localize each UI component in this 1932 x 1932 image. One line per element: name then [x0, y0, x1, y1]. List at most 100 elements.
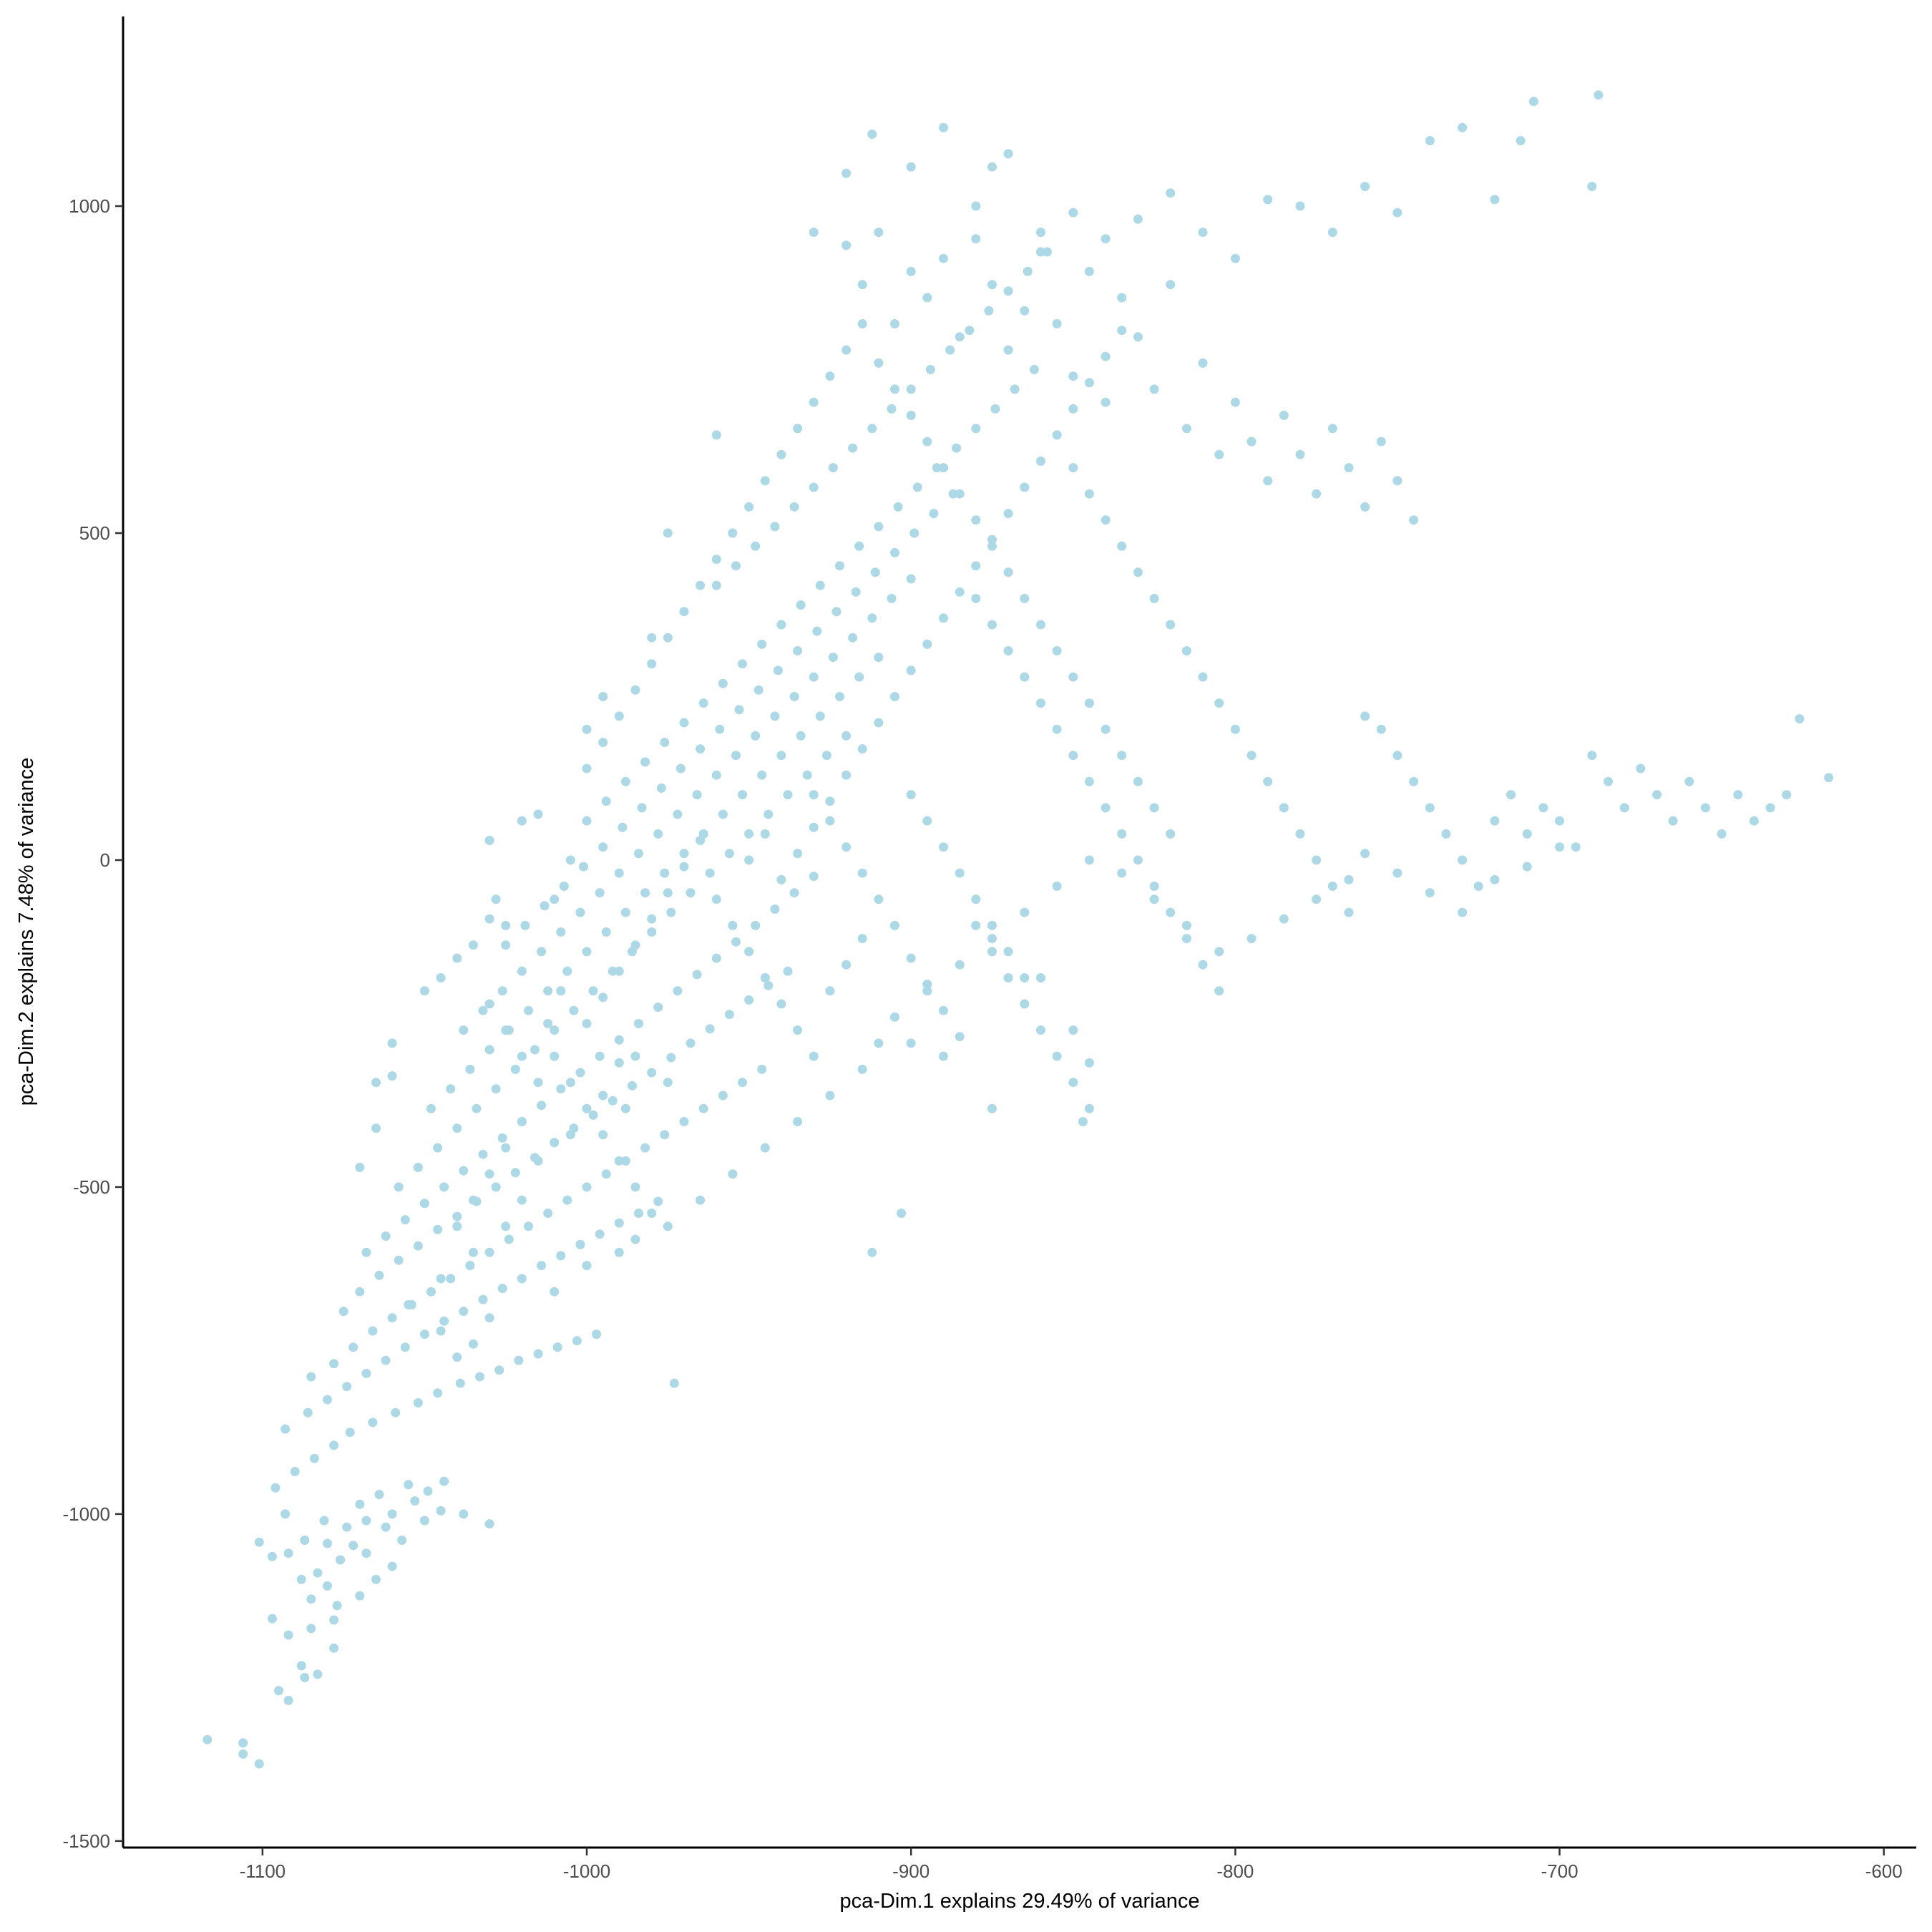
data-point [391, 1407, 401, 1418]
data-point [809, 482, 819, 492]
data-point [751, 920, 761, 930]
data-point [1181, 934, 1191, 944]
data-point [874, 894, 884, 904]
data-point [1409, 776, 1419, 786]
data-point [971, 515, 981, 525]
data-point [1425, 888, 1435, 898]
data-point [1003, 973, 1013, 982]
data-point [404, 1299, 414, 1309]
data-point [874, 522, 884, 532]
data-point [404, 1480, 414, 1490]
data-point [770, 904, 780, 914]
data-point [890, 1012, 899, 1022]
data-point [559, 882, 569, 891]
data-point [711, 580, 721, 590]
data-point [1587, 182, 1597, 192]
data-point [796, 600, 806, 610]
data-point [517, 1195, 527, 1205]
data-point [1700, 803, 1710, 813]
data-point [955, 587, 965, 597]
data-point [306, 1624, 316, 1634]
data-point [598, 1130, 608, 1140]
data-point [939, 1005, 948, 1015]
data-point [550, 1287, 560, 1297]
data-point [867, 1247, 877, 1257]
data-point [809, 872, 819, 882]
data-point [789, 692, 799, 701]
data-point [452, 1123, 462, 1133]
data-point [394, 1182, 404, 1192]
data-point [313, 1568, 323, 1578]
data-point [468, 1195, 478, 1205]
data-point [857, 744, 867, 754]
data-point [939, 122, 948, 132]
data-point [939, 253, 948, 263]
data-point [835, 561, 844, 571]
data-point [296, 1661, 306, 1671]
data-point [459, 1025, 469, 1035]
data-point [874, 718, 884, 728]
data-point [857, 280, 867, 290]
data-point [1078, 1117, 1088, 1126]
data-point [283, 1695, 293, 1705]
data-point [524, 1005, 533, 1015]
data-point [809, 790, 819, 800]
data-point [510, 1064, 520, 1074]
data-point [1528, 97, 1538, 107]
data-point [738, 1078, 747, 1088]
data-point [387, 1313, 397, 1323]
data-point [731, 561, 741, 571]
data-point [679, 607, 689, 617]
data-point [459, 1509, 469, 1519]
data-point [452, 1221, 462, 1231]
data-point [1149, 882, 1159, 891]
data-point [760, 476, 770, 486]
data-point [1084, 698, 1094, 708]
data-point [987, 1103, 997, 1113]
data-point [1198, 960, 1208, 970]
data-point [1522, 862, 1532, 872]
data-point [439, 1476, 449, 1486]
data-point [793, 1025, 803, 1035]
data-point [757, 1064, 767, 1074]
data-point [1117, 541, 1127, 551]
data-point [494, 1365, 504, 1375]
data-point [841, 240, 852, 250]
data-point [329, 1643, 339, 1653]
data-point [614, 1218, 624, 1228]
data-point [828, 463, 838, 473]
data-point [890, 384, 899, 394]
data-point [572, 1336, 582, 1346]
data-point [419, 1330, 429, 1340]
data-point [922, 293, 932, 303]
data-point [1458, 122, 1468, 132]
data-point [582, 1019, 592, 1028]
data-point [660, 1130, 670, 1140]
data-point [1458, 907, 1468, 917]
data-point [809, 397, 819, 407]
data-point [1003, 149, 1013, 159]
data-point [268, 1614, 277, 1624]
data-point [939, 842, 948, 852]
data-point [484, 1169, 494, 1179]
data-point [848, 633, 858, 643]
data-point [1003, 509, 1013, 519]
data-point [948, 489, 958, 499]
data-point [598, 842, 608, 852]
data-point [857, 1064, 867, 1074]
data-point [734, 705, 744, 715]
data-point [1036, 620, 1045, 630]
data-point [517, 966, 527, 976]
data-point [361, 1516, 371, 1526]
data-point [987, 162, 997, 172]
data-point [835, 692, 844, 701]
data-point [348, 1541, 358, 1551]
data-point [971, 894, 981, 904]
data-point [897, 1209, 907, 1218]
data-point [550, 1138, 560, 1148]
data-point [1068, 751, 1078, 761]
data-point [620, 907, 630, 917]
data-point [620, 776, 630, 786]
data-point [1392, 476, 1402, 486]
data-point [1473, 882, 1483, 891]
